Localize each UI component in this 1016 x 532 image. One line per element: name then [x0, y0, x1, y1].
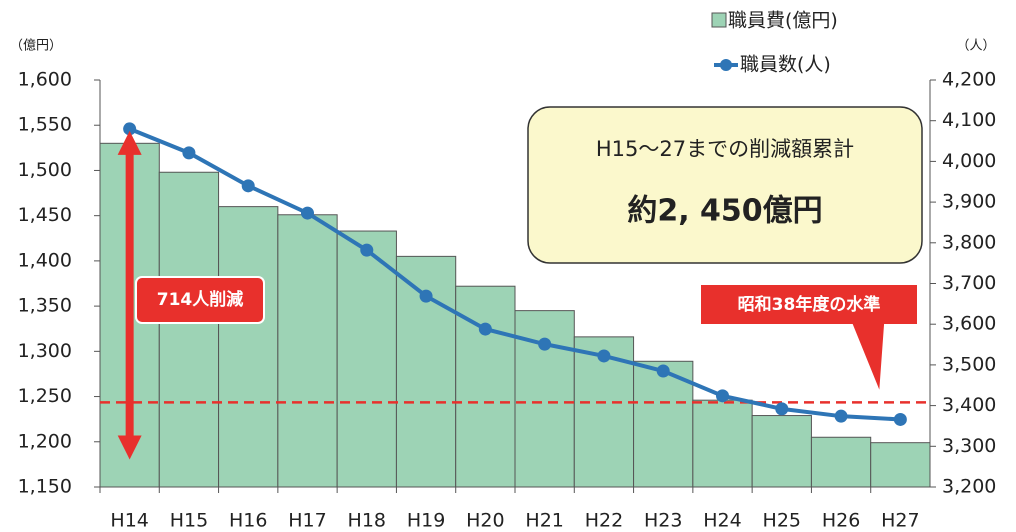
x-tick-label: H20 — [466, 510, 504, 529]
bar — [751, 415, 812, 488]
bar — [218, 206, 279, 488]
y2-tick-label: 3,300 — [942, 435, 996, 457]
x-tick-label: H26 — [822, 510, 860, 529]
line-point — [419, 289, 433, 303]
line-series — [128, 126, 901, 422]
bar — [810, 436, 872, 488]
line-point — [716, 389, 729, 403]
reference-callout — [699, 283, 919, 395]
line-point — [123, 122, 137, 136]
y-tick-label: 1,450 — [18, 204, 72, 226]
legend-label: 職員数(人) — [740, 54, 831, 76]
legend-label: 職員費(億円) — [728, 10, 838, 32]
bar — [277, 214, 338, 488]
y2-tick-label: 4,200 — [942, 69, 996, 91]
x-tick-label: H27 — [881, 510, 919, 529]
x-tick-label: H18 — [348, 510, 386, 529]
line-point — [360, 243, 374, 257]
y-unit-label: （億円） — [10, 38, 62, 54]
reduction-label: 714人削減 — [157, 289, 244, 310]
y2-tick-label: 4,100 — [942, 109, 996, 131]
y-tick-label: 1,200 — [18, 430, 72, 452]
y2-tick-label: 3,200 — [942, 476, 996, 498]
x-tick-label: H19 — [407, 510, 445, 529]
summary-title: H15～27までの削減額累計 — [596, 137, 854, 161]
x-tick-label: H17 — [288, 510, 326, 529]
y2-tick-label: 3,700 — [942, 272, 996, 294]
x-tick-label: H24 — [703, 510, 741, 529]
x-tick-label: H22 — [585, 510, 623, 529]
line-point — [775, 402, 789, 416]
line-point — [538, 337, 552, 351]
y-tick-label: 1,300 — [18, 340, 72, 362]
y-tick-label: 1,400 — [18, 249, 72, 271]
line-point — [893, 412, 907, 426]
x-tick-label: H15 — [170, 510, 208, 529]
reduction-box — [135, 276, 265, 324]
summary-total: 約2, 450億円 — [627, 194, 822, 229]
y-tick-label: 1,150 — [18, 476, 72, 498]
reference-label: 昭和38年度の水準 — [738, 294, 881, 315]
bar — [870, 442, 931, 488]
y-tick-label: 1,350 — [18, 295, 72, 317]
line-point — [241, 179, 255, 193]
line-point — [834, 409, 848, 423]
line-point — [182, 146, 196, 160]
line-point — [597, 349, 611, 363]
summary-box — [527, 106, 923, 264]
x-tick-label: H21 — [525, 510, 563, 529]
y-tick-label: 1,550 — [18, 114, 72, 136]
bar — [633, 360, 694, 488]
y2-unit-label: （人） — [956, 39, 995, 54]
bar — [336, 230, 397, 488]
legend-marker — [720, 59, 732, 71]
x-tick-label: H16 — [229, 510, 267, 529]
bar — [692, 399, 753, 488]
y2-tick-label: 4,000 — [942, 150, 996, 172]
y2-tick-label: 3,500 — [942, 353, 996, 375]
y2-tick-label: 3,900 — [942, 191, 996, 213]
y2-tick-label: 3,400 — [942, 394, 996, 416]
y-tick-label: 1,500 — [18, 159, 72, 181]
x-tick-label: H25 — [763, 510, 801, 529]
y-tick-label: 1,600 — [18, 69, 72, 91]
y-tick-label: 1,250 — [18, 385, 72, 407]
y2-tick-label: 3,600 — [942, 313, 996, 335]
legend-swatch — [711, 12, 727, 28]
bar — [158, 171, 220, 488]
y2-tick-label: 3,800 — [942, 231, 996, 253]
line-point — [656, 364, 670, 378]
x-tick-label: H23 — [644, 510, 682, 529]
x-tick-label: H14 — [110, 510, 148, 529]
line-point — [478, 322, 492, 336]
line-point — [301, 206, 314, 220]
